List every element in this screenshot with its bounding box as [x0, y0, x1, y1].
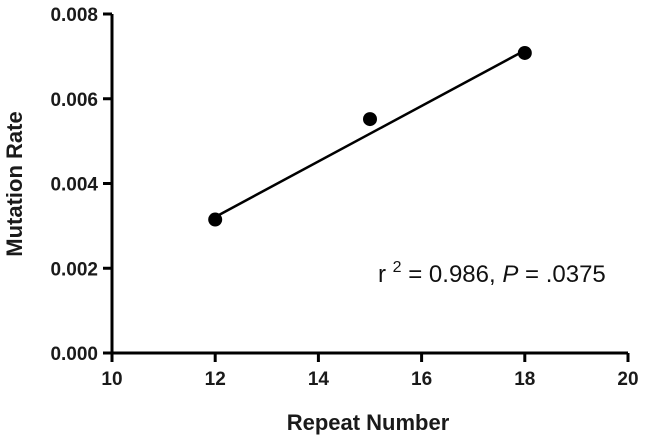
data-point	[363, 112, 377, 127]
x-tick-label: 20	[617, 369, 638, 390]
y-tick-label: 0.002	[50, 259, 98, 280]
p-value: = .0375	[525, 261, 606, 288]
r-squared-value: = 0.986,	[408, 261, 502, 288]
p-symbol: P	[502, 261, 518, 288]
r-squared-superscript: 2	[393, 259, 402, 276]
x-axis-title: Repeat Number	[287, 410, 450, 435]
x-tick-label: 18	[514, 369, 535, 390]
data-point	[208, 212, 223, 227]
y-tick-label: 0.008	[50, 5, 98, 26]
regression-line	[214, 49, 526, 219]
y-tick-label: 0.004	[50, 175, 98, 196]
r-symbol: r	[378, 261, 386, 288]
y-tick-label: 0.000	[50, 344, 98, 365]
data-point	[517, 45, 532, 60]
regression-annotation: r 2 = 0.986, P = .0375	[378, 251, 606, 288]
x-tick-label: 16	[411, 369, 432, 390]
y-axis-title: Mutation Rate	[2, 111, 27, 256]
x-tick-label: 14	[308, 369, 330, 390]
x-tick-label: 10	[101, 369, 122, 390]
y-tick-label: 0.006	[50, 90, 98, 111]
plot-area: 0.000 0.002 0.004 0.006 0.008 10 12 14 16 18 20	[50, 5, 638, 390]
x-tick-label: 12	[205, 369, 226, 390]
